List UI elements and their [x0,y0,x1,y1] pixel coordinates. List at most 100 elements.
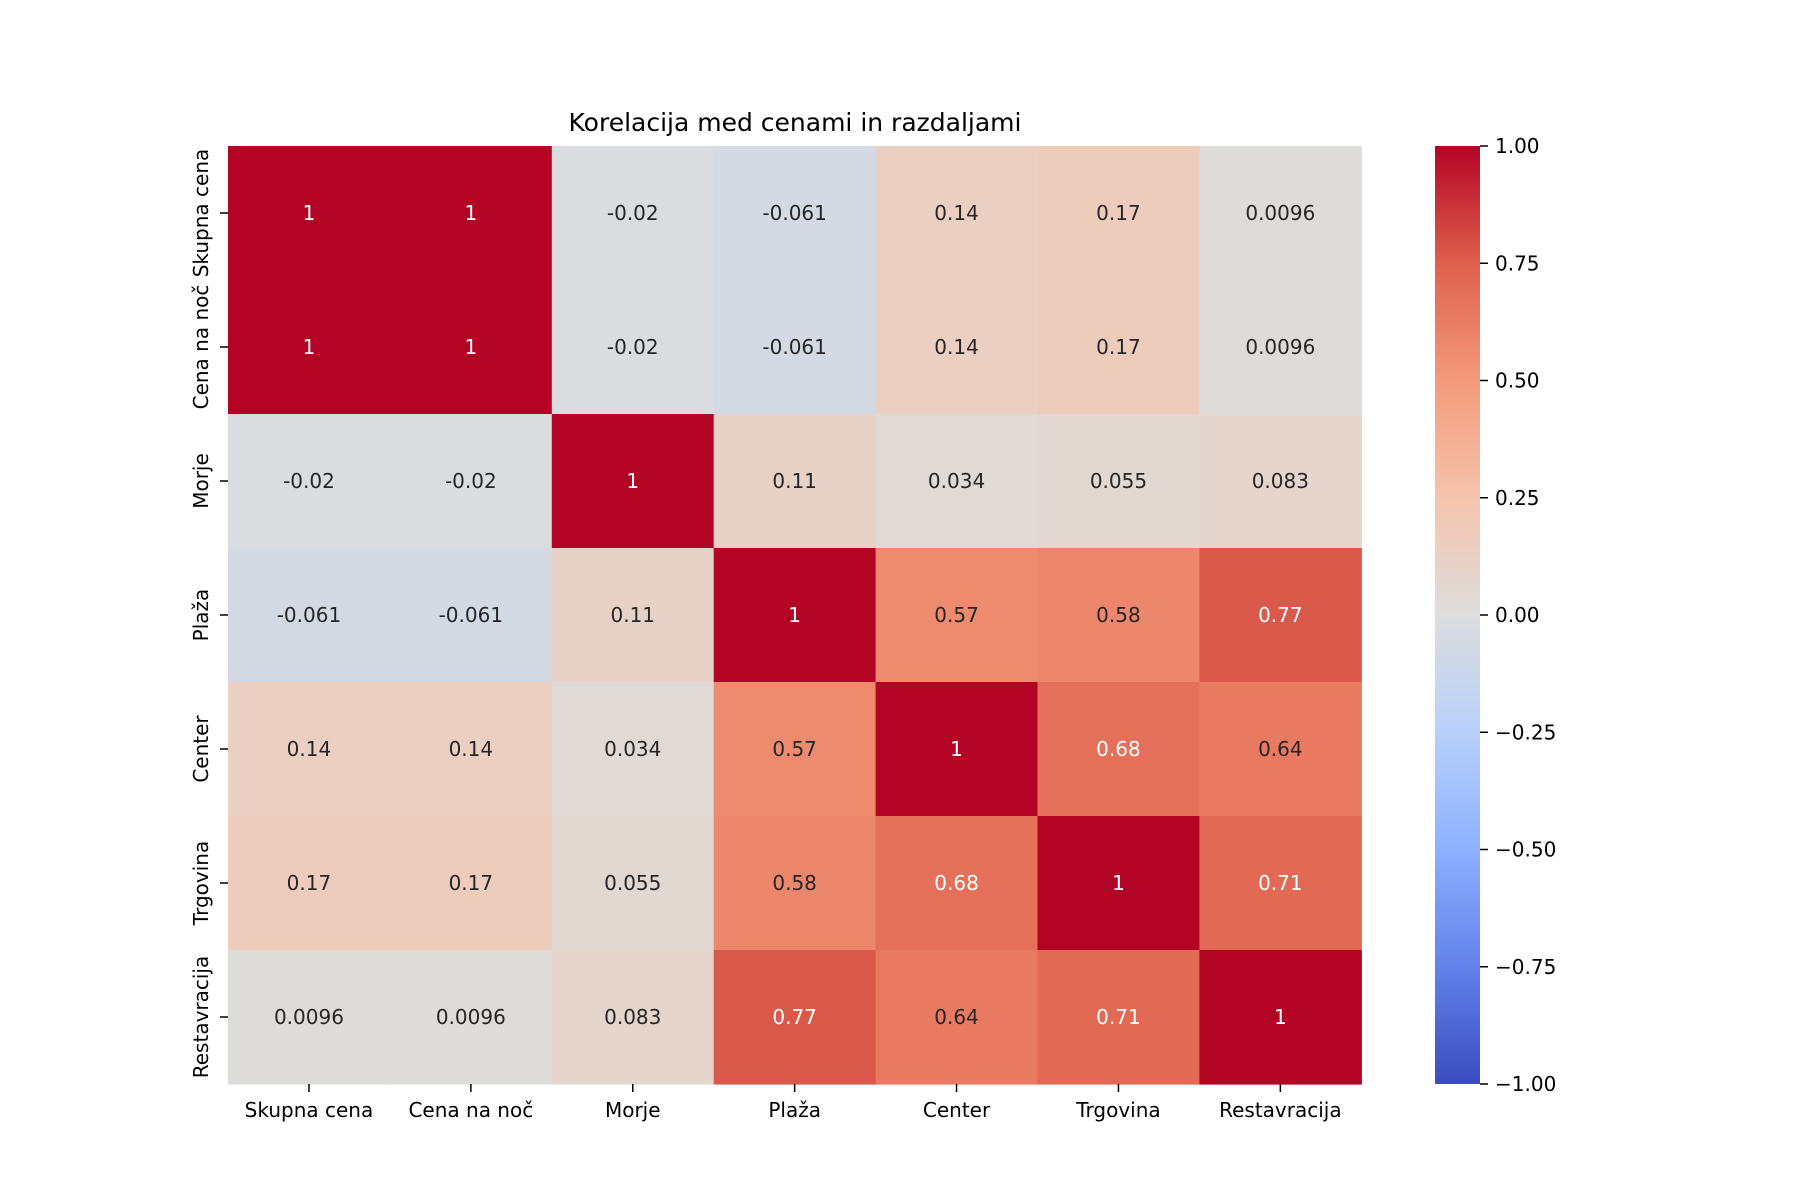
cell-value-label: -0.02 [283,469,335,493]
cell-value-label: 0.034 [928,469,985,493]
cell-value-label: 0.68 [934,871,979,895]
x-tick-label: Plaža [768,1098,821,1122]
cell-value-label: 0.71 [1096,1005,1141,1029]
x-tick-label: Morje [605,1098,661,1122]
heatmap-cell [1037,280,1200,415]
cell-value-label: 1 [303,335,316,359]
cell-value-label: 0.0096 [436,1005,506,1029]
x-tick-label: Trgovina [1075,1098,1160,1122]
y-tick-label: Plaža [189,589,213,642]
cell-value-label: 0.11 [610,603,655,627]
heatmap-cell [228,950,391,1085]
cell-value-label: 0.58 [772,871,817,895]
heatmap-cell [713,146,877,281]
x-tick-label: Center [923,1098,991,1122]
cell-value-label: 0.71 [1258,871,1303,895]
colorbar [1435,146,1480,1084]
cell-value-label: 0.055 [604,871,661,895]
x-tick-label: Restavracija [1219,1098,1342,1122]
colorbar-tick-label: 1.00 [1495,134,1540,158]
colorbar-ticks: 1.00 0.75 0.50 0.25 0.00 −0.25 −0.50 −0.75 −1.00 [1480,134,1556,1096]
heatmap-cell [228,146,391,281]
heatmap-cell [713,548,877,683]
cell-value-label: 0.77 [1258,603,1303,627]
heatmap-cell [551,548,715,683]
heatmap-cell [1199,548,1362,683]
cell-value-label: 0.68 [1096,737,1141,761]
colorbar-tick-label: 0.25 [1495,486,1540,510]
cell-value-label: 1 [950,737,963,761]
heatmap-cell [1037,548,1200,683]
colorbar-tick-label: 0.50 [1495,369,1540,393]
heatmap-cell [713,816,877,951]
heatmap-cell [551,682,715,817]
heatmap-cell [1037,146,1200,281]
heatmap-cell [389,548,553,683]
cell-value-label: 0.64 [1258,737,1303,761]
cell-value-label: -0.02 [607,201,659,225]
heatmap-cell [1199,146,1362,281]
heatmap-cell [713,682,877,817]
cell-value-label: 0.77 [772,1005,817,1029]
y-tick-label: Center [189,715,213,783]
heatmap-cell [551,414,715,549]
heatmap-cell [875,280,1039,415]
cell-value-label: -0.061 [439,603,503,627]
heatmap-cell-labels: 1 1 -0.02 -0.061 0.14 0.17 0.0096 1 1 -0.02 -0.061… [274,201,1315,1029]
heatmap-cell [228,682,391,817]
heatmap-cell [1199,280,1362,415]
cell-value-label: 0.083 [1252,469,1309,493]
cell-value-label: 0.17 [449,871,494,895]
cell-value-label: 0.57 [772,737,817,761]
heatmap-cell [1037,950,1200,1085]
cell-value-label: 0.14 [287,737,332,761]
colorbar-tick-label: −0.75 [1495,955,1556,979]
cell-value-label: 0.14 [934,201,979,225]
cell-value-label: 0.58 [1096,603,1141,627]
y-tick-label: Skupna cena [189,149,213,278]
cell-value-label: 1 [464,335,477,359]
heatmap-cell [875,816,1039,951]
cell-value-label: 0.14 [934,335,979,359]
cell-value-label: 1 [1112,871,1125,895]
cell-value-label: -0.061 [762,201,826,225]
cell-value-label: 0.055 [1090,469,1147,493]
heatmap-cell [228,280,391,415]
heatmap-cell [228,816,391,951]
y-tick-label: Trgovina [189,841,213,926]
cell-value-label: 0.0096 [274,1005,344,1029]
cell-value-label: 0.17 [1096,201,1141,225]
colorbar-tick-label: 0.00 [1495,603,1540,627]
cell-value-label: 0.17 [1096,335,1141,359]
y-tick-label: Morje [189,453,213,509]
heatmap-cell [875,548,1039,683]
heatmap-cell [875,950,1039,1085]
colorbar-tick-label: 0.75 [1495,251,1540,275]
colorbar-tick-label: −0.50 [1495,838,1556,862]
heatmap-cell [228,414,391,549]
y-axis: Skupna cena Cena na noč Morje Plaža Center Tr… [189,149,228,1078]
chart-title: Korelacija med cenami in razdaljami [569,108,1022,137]
heatmap-cell [389,682,553,817]
heatmap-cell [713,414,877,549]
cell-value-label: 0.0096 [1245,335,1315,359]
heatmap-cell [1037,682,1200,817]
heatmap-cell [713,950,877,1085]
y-tick-label: Cena na noč [189,285,213,410]
cell-value-label: 0.034 [604,737,661,761]
cell-value-label: 1 [788,603,801,627]
heatmap-cell [228,548,391,683]
heatmap-cell [1199,414,1362,549]
cell-value-label: 1 [464,201,477,225]
cell-value-label: -0.02 [445,469,497,493]
heatmap-cell [875,146,1039,281]
cell-value-label: 1 [303,201,316,225]
heatmap-cell [389,414,553,549]
heatmap-cell [551,146,715,281]
heatmap-cell [389,146,553,281]
cell-value-label: 1 [626,469,639,493]
heatmap-cell [389,950,553,1085]
heatmap-cell [1037,414,1200,549]
cell-value-label: 0.57 [934,603,979,627]
